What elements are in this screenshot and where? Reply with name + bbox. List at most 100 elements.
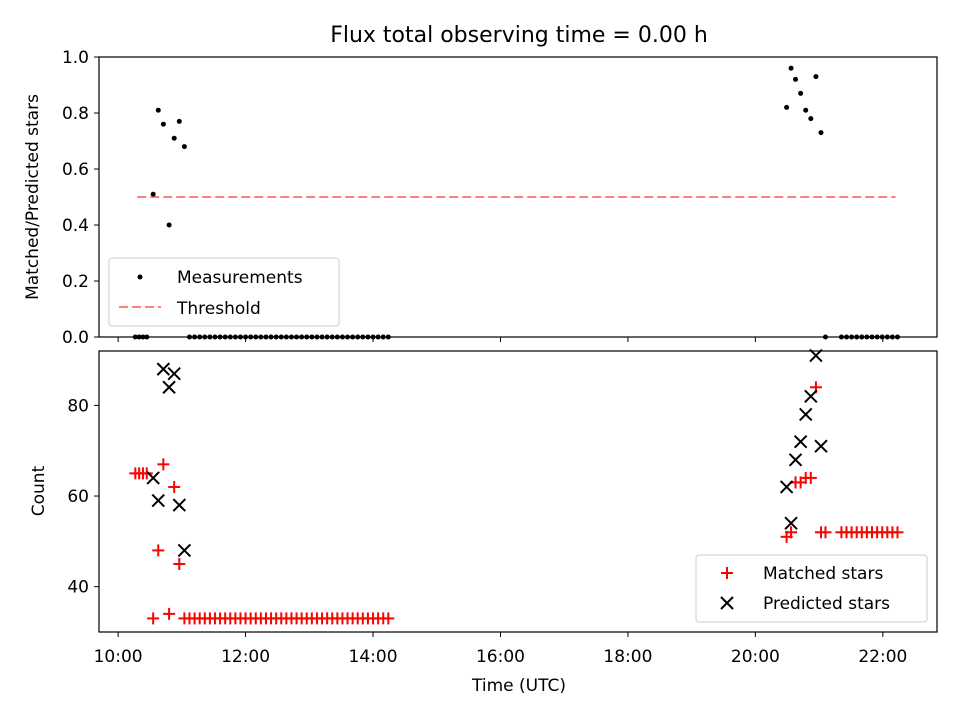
measurement-point [132, 334, 138, 340]
measurement-point [808, 116, 814, 122]
measurement-point [258, 334, 264, 340]
measurement-point [237, 334, 243, 340]
measurement-point [844, 334, 850, 340]
legend-threshold-label: Threshold [176, 299, 261, 319]
measurement-point [375, 334, 381, 340]
measurement-point [793, 76, 799, 82]
top-ytick-label: 0.4 [62, 216, 89, 236]
bottom-plot-area [98, 350, 938, 633]
measurement-point [197, 334, 203, 340]
measurement-point [803, 107, 809, 113]
bottom-ytick-label: 80 [67, 396, 89, 416]
matched-star-point [382, 612, 395, 625]
measurement-point [874, 334, 880, 340]
measurement-point [207, 334, 213, 340]
measurement-point [150, 191, 156, 197]
measurement-point [283, 334, 289, 340]
top-legend: Measurements Threshold [108, 257, 340, 327]
predicted-star-point [779, 480, 794, 494]
bottom-xtick-label: 12:00 [221, 647, 270, 667]
legend-predicted-marker [720, 596, 734, 610]
measurement-point [859, 334, 865, 340]
top-ylabel: Matched/Predicted stars [23, 94, 43, 300]
measurement-point [784, 104, 790, 110]
predicted-star-point [146, 471, 160, 485]
top-panel: 0.0 0.2 0.4 0.6 0.8 1.0 Matched/Predicted sta… [23, 48, 938, 348]
matched-star-point [140, 467, 153, 480]
bottom-ylabel: Count [29, 465, 49, 516]
measurement-point [854, 334, 860, 340]
measurement-point [345, 334, 351, 340]
matched-star-point [804, 471, 817, 484]
matched-star-point [147, 612, 160, 625]
top-ytick-label: 0.2 [62, 272, 89, 292]
measurement-point [879, 334, 885, 340]
measurement-point [365, 334, 371, 340]
measurement-point [155, 107, 161, 113]
bottom-panel: 40 60 80 10:00 12:00 14:00 16:00 18:00 20:00 22:… [29, 348, 938, 696]
legend-matched-label: Matched stars [763, 564, 883, 584]
predicted-star-point [799, 407, 813, 422]
measurement-point [268, 334, 274, 340]
measurement-point [176, 118, 182, 124]
measurement-point [324, 334, 330, 340]
measurement-point [329, 334, 335, 340]
matched-star-point [152, 544, 165, 557]
measurement-point [166, 222, 172, 228]
predicted-star-point [784, 516, 798, 530]
bottom-legend-box [695, 554, 928, 623]
chart-title: Flux total observing time = 0.00 h [330, 23, 708, 48]
measurement-point [253, 334, 259, 340]
predicted-star-point [162, 380, 176, 394]
matched-star-point [785, 526, 798, 539]
bottom-legend: Matched stars Predicted stars [695, 554, 928, 623]
measurement-point [309, 334, 315, 340]
measurement-point [339, 334, 345, 340]
measurement-point [798, 90, 804, 96]
measurement-point [334, 334, 340, 340]
legend-measurements-label: Measurements [177, 268, 303, 288]
measurement-point [217, 334, 223, 340]
measurement-point [788, 65, 794, 71]
measurement-point [884, 334, 890, 340]
measurement-point [212, 334, 218, 340]
top-ytick-label: 1.0 [62, 48, 89, 68]
measurement-point [288, 334, 294, 340]
measurement-point [273, 334, 279, 340]
measurement-point [222, 334, 228, 340]
measurement-point [181, 144, 187, 150]
matched-star-point [819, 526, 832, 539]
measurement-point [202, 334, 208, 340]
measurement-point [818, 130, 824, 136]
measurement-point [278, 334, 284, 340]
measurement-point [360, 334, 366, 340]
predicted-star-point [793, 434, 808, 449]
measurement-point [385, 334, 391, 340]
measurement-point [171, 135, 177, 141]
predicted-star-point [156, 362, 171, 376]
measurement-point [299, 334, 305, 340]
measurement-point [186, 334, 192, 340]
legend-matched-marker [721, 567, 733, 579]
predicted-star-point [814, 439, 828, 453]
top-ytick-label: 0.6 [62, 160, 89, 180]
bottom-xtick-label: 14:00 [349, 647, 398, 667]
predicted-star-point [788, 453, 803, 467]
measurement-point [380, 334, 386, 340]
matched-star-point [163, 607, 176, 620]
bottom-xtick-label: 22:00 [858, 647, 907, 667]
measurement-point [813, 74, 819, 80]
measurement-point [849, 334, 855, 340]
measurement-point [838, 334, 844, 340]
bottom-xtick-label: 20:00 [731, 647, 780, 667]
measurement-point [227, 334, 233, 340]
bottom-ytick-label: 60 [67, 487, 89, 507]
measurement-point [889, 334, 895, 340]
top-legend-box [108, 257, 340, 327]
matched-star-point [168, 480, 181, 493]
measurement-point [869, 334, 875, 340]
matched-star-point [157, 458, 170, 471]
predicted-star-point [151, 493, 165, 508]
measurement-point [192, 334, 198, 340]
